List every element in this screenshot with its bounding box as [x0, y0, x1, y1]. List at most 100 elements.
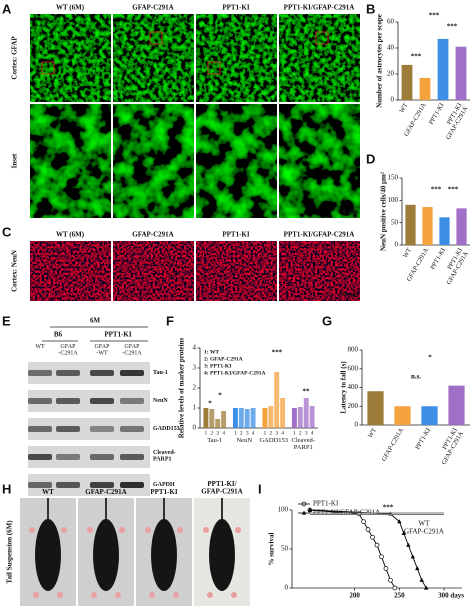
- panel-label: A: [2, 1, 12, 16]
- point: [415, 566, 420, 571]
- column-header: WT: [42, 488, 54, 496]
- x-tick-label: Tau-1: [207, 437, 222, 444]
- band: [120, 370, 144, 376]
- band: [90, 370, 114, 376]
- point: [388, 577, 393, 583]
- bar-number: 4: [311, 430, 314, 436]
- y-tick-label: 200: [348, 402, 359, 410]
- paw: [235, 527, 241, 533]
- inset-box: [41, 61, 55, 75]
- band: [28, 454, 52, 460]
- bar: [401, 64, 413, 100]
- bar: [455, 46, 467, 100]
- band: [56, 454, 80, 460]
- paw: [149, 592, 155, 598]
- column-header: WT (6M): [56, 4, 85, 12]
- paw: [145, 527, 151, 533]
- micrograph: [279, 241, 360, 301]
- band: [28, 426, 52, 432]
- micrograph-inset: [279, 104, 360, 218]
- blot: [28, 446, 150, 468]
- bar-number: 2: [210, 430, 213, 436]
- mouse: [35, 519, 61, 591]
- bar: [238, 408, 244, 428]
- significance: ***: [448, 186, 459, 194]
- point: [383, 566, 389, 571]
- legend-entry: 4: PPT1-KI/GFAP-C291A: [204, 370, 265, 376]
- lane-label: GFAP -C291A: [122, 344, 142, 356]
- panel-label: F: [166, 313, 174, 328]
- series-label: WT: [419, 520, 431, 528]
- y-tick-label: 60: [387, 18, 395, 26]
- y-tick-label: 0: [193, 424, 197, 432]
- bar-number: 1: [205, 430, 208, 436]
- blot-label: GAPDH: [153, 482, 175, 488]
- age-label: 6M: [90, 317, 101, 325]
- lane-label: GFAP -WT: [95, 344, 111, 356]
- blot-label: Tau-1: [153, 370, 168, 376]
- y-tick-label: 1: [193, 404, 197, 412]
- column-header: GFAP-C291A: [132, 4, 173, 12]
- significance: *: [428, 354, 432, 362]
- legend-entry: PPT1-KI: [313, 500, 339, 508]
- y-axis-label: Number of astrocytes per scope: [376, 14, 384, 108]
- point: [410, 554, 415, 559]
- x-tick-label: WT: [367, 427, 378, 439]
- bar-number: 1: [293, 430, 296, 436]
- band: [90, 398, 114, 404]
- band: [120, 426, 144, 432]
- y-tick-label: 400: [348, 383, 359, 391]
- bar: [250, 408, 256, 428]
- y-tick-label: 2: [193, 384, 197, 392]
- bar: [262, 408, 268, 428]
- paw: [29, 527, 35, 533]
- significance: ***: [383, 504, 394, 512]
- band: [90, 426, 114, 432]
- bar: [268, 406, 274, 428]
- point: [401, 531, 407, 535]
- bar: [439, 217, 450, 245]
- y-tick-label: 40: [387, 44, 395, 52]
- column-header: PPT1-KI: [222, 4, 249, 12]
- bar: [437, 38, 449, 100]
- band: [28, 370, 52, 376]
- paw: [173, 592, 179, 598]
- y-tick-label: 0: [285, 584, 289, 592]
- bar: [215, 419, 221, 428]
- series-label: GFAP-C291A: [404, 528, 444, 536]
- y-tick-label: 800: [348, 346, 359, 354]
- bar-number: 4: [281, 430, 284, 436]
- point: [365, 527, 371, 532]
- micrograph: [30, 241, 111, 301]
- row-label: Cortex: NeuN: [11, 250, 19, 292]
- bar: [221, 411, 227, 428]
- bar-number: 4: [222, 430, 225, 436]
- band: [56, 426, 80, 432]
- scale-bar-label: 60 μm: [339, 291, 358, 299]
- column-header: PPT1-KI: [150, 488, 177, 496]
- column-header: PPT1-KI: [222, 231, 249, 239]
- bar-number: 3: [216, 430, 219, 436]
- x-tick-label: 200: [349, 592, 360, 600]
- paw: [203, 527, 209, 533]
- bar: [203, 408, 209, 428]
- band: [120, 398, 144, 404]
- band: [56, 482, 80, 488]
- y-tick-label: 100: [278, 506, 289, 514]
- micrograph-inset: [30, 104, 111, 218]
- bar: [309, 406, 315, 428]
- x-tick-label: GADD153: [259, 437, 288, 444]
- inset-box: [149, 31, 163, 45]
- scale-bar-label: 8 μm: [343, 208, 358, 216]
- bar: [394, 406, 411, 425]
- paw: [61, 527, 67, 533]
- band: [90, 454, 114, 460]
- y-tick-label: 100: [388, 196, 399, 204]
- point: [307, 507, 313, 512]
- blot-label: GADD153: [153, 426, 180, 432]
- blot: [28, 390, 150, 412]
- y-tick-label: 600: [348, 364, 359, 372]
- significance: ***: [447, 23, 458, 31]
- column-header: PPT1-KI/GFAP-C291A: [201, 480, 242, 495]
- legend-entry: 3: PPT1-KI: [204, 363, 231, 369]
